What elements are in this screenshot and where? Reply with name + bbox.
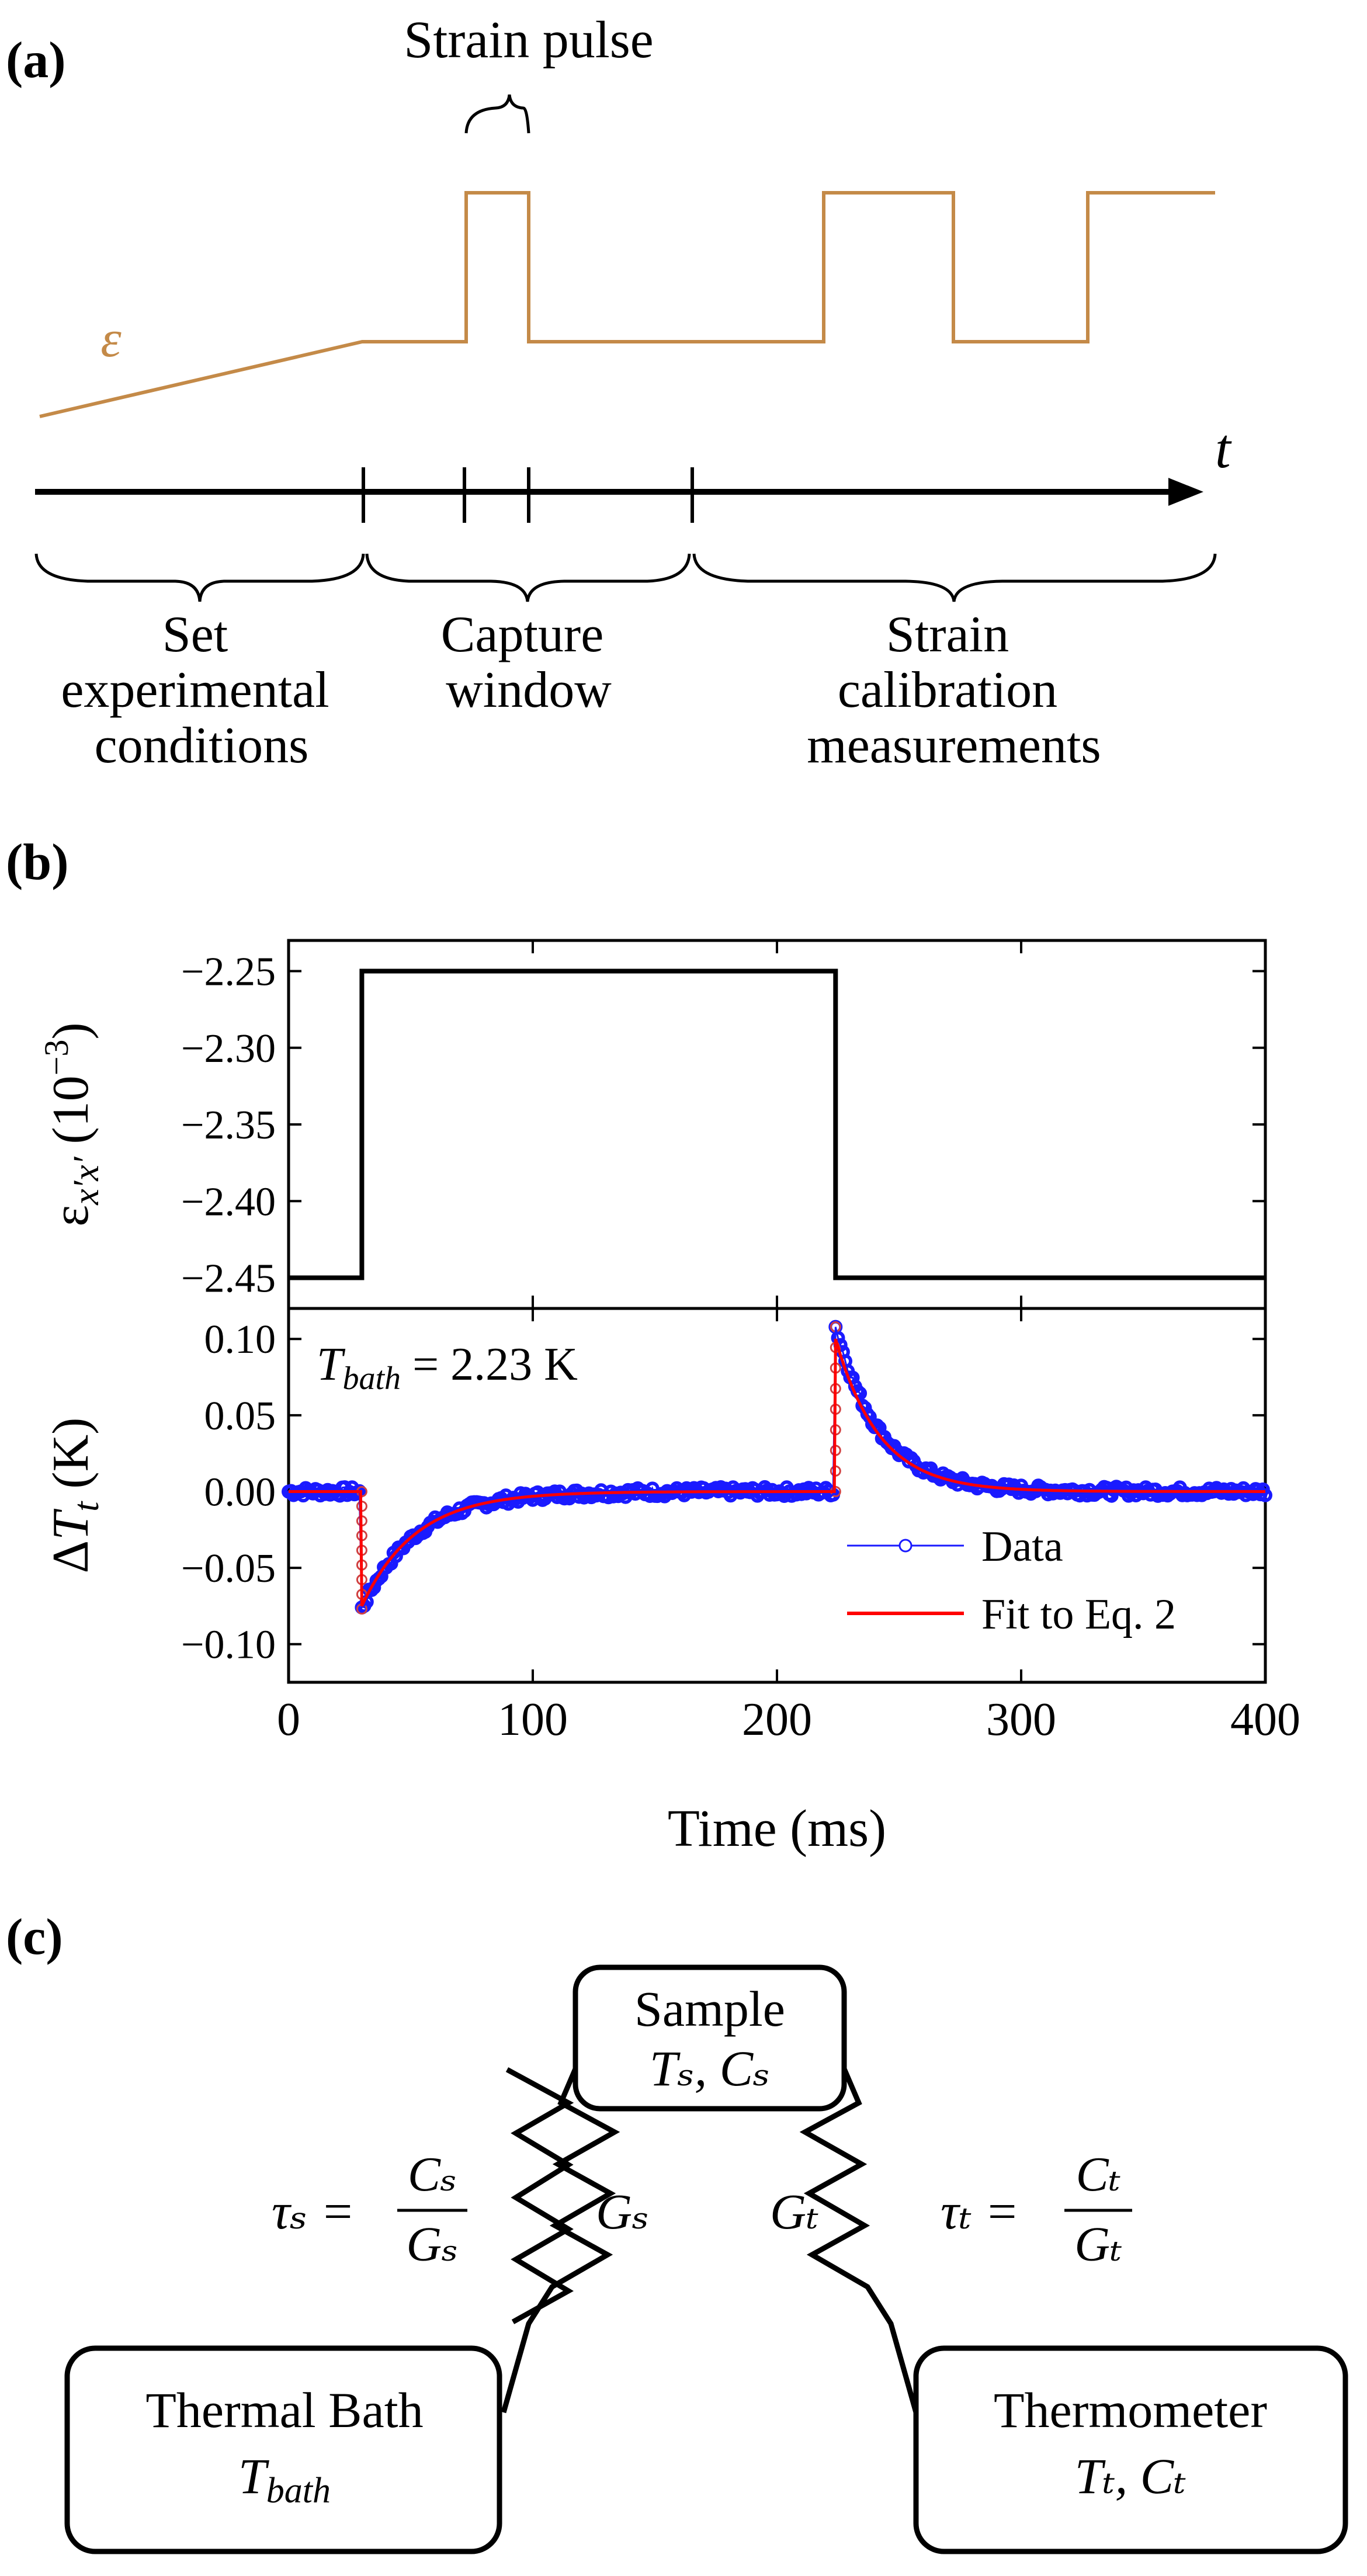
tau-s-lhs: τₛ = — [272, 2183, 355, 2240]
phase-1-line-1: Set — [162, 606, 228, 663]
temperature-plot-ticks: 0.10 0.05 0.00 −0.05 −0.100 100 200 300 400 — [181, 1308, 1300, 1745]
phase-calibration-text: Strain calibration measurements — [807, 606, 1101, 774]
annotation-subscript: bath — [343, 1360, 401, 1397]
strain-plot-ticks: −2.25 −2.30 −2.35 −2.40 −2.45 — [181, 940, 1267, 1308]
strain-step-trace — [289, 968, 1265, 1280]
thermometer-title: Thermometer — [994, 2382, 1267, 2438]
legend: Data Fit to Eq. 2 — [847, 1523, 1176, 1638]
sample-bath-link — [501, 2061, 620, 2414]
tau-t-formula: τₜ = Cₜ Gₜ — [941, 2147, 1132, 2272]
sample-bath-link-zigzag — [505, 2067, 574, 2324]
annotation-symbol: T — [317, 1339, 346, 1390]
temp-xtick-label: 200 — [742, 1694, 812, 1745]
strain-pulse-brace — [464, 94, 530, 134]
tau-s-denominator: Gₛ — [407, 2217, 459, 2272]
strain-ytick-label: −2.45 — [181, 1256, 276, 1301]
panel-c-label: (c) — [6, 1909, 63, 1966]
bath-temperature-annotation: Tbath = 2.23 K — [317, 1339, 578, 1397]
strain-pulse-label: Strain pulse — [404, 11, 653, 69]
temp-xtick-label: 300 — [986, 1694, 1056, 1745]
temp-ytick-label: −0.05 — [181, 1546, 276, 1591]
sample-thermometer-link — [799, 2061, 919, 2414]
legend-data-marker — [898, 1539, 913, 1553]
bath-title: Thermal Bath — [145, 2382, 423, 2438]
time-axis-arrowhead — [1168, 478, 1203, 506]
thermometer-params: Tₜ, Cₜ — [1075, 2448, 1186, 2504]
phase-1-line-2: experimental — [61, 662, 329, 718]
strain-ytick-label: −2.40 — [181, 1179, 276, 1224]
temp-xtick-label: 400 — [1230, 1694, 1300, 1745]
G-s-label: Gₛ — [596, 2183, 649, 2240]
bath-box — [64, 2345, 502, 2554]
panel-a-label: (a) — [6, 32, 66, 89]
phase-2-line-1: Capture — [441, 606, 604, 663]
phase-2-line-2: window — [446, 662, 612, 718]
legend-data-label: Data — [981, 1523, 1063, 1571]
legend-fit-label: Fit to Eq. 2 — [981, 1591, 1176, 1638]
x-axis-label: Time (ms) — [668, 1800, 886, 1858]
thermometer-box — [913, 2345, 1348, 2554]
temp-ytick-label: 0.05 — [204, 1394, 276, 1439]
phase-set-conditions-text: Set experimental conditions — [61, 606, 342, 774]
strain-plot: −2.25 −2.30 −2.35 −2.40 −2.45 εx′x′ (10−3) — [37, 939, 1267, 1310]
annotation-value: = 2.23 K — [401, 1339, 578, 1390]
phase-3-line-1: Strain — [886, 606, 1009, 663]
tau-t-numerator: Cₜ — [1076, 2147, 1121, 2202]
brace-set-conditions — [34, 553, 365, 602]
epsilon-label: ε — [100, 310, 122, 368]
thermometer-node: Thermometer Tₜ, Cₜ — [913, 2345, 1348, 2554]
temp-xtick-label: 100 — [498, 1694, 568, 1745]
phase-capture-window-text: Capture window — [441, 606, 617, 718]
tau-s-formula: τₛ = Cₛ Gₛ — [272, 2147, 467, 2272]
bath-params: Tbath — [238, 2448, 331, 2511]
phase-3-line-2: calibration — [838, 662, 1057, 718]
strain-trace — [39, 191, 1215, 418]
tau-s-numerator: Cₛ — [408, 2147, 457, 2202]
bath-param-symbol: T — [238, 2448, 269, 2504]
panel-b-label: (b) — [6, 834, 69, 891]
fit-line — [289, 1338, 1265, 1607]
sample-node: Sample Tₛ, Cₛ — [573, 1964, 847, 2112]
strain-y-axis-label: εx′x′ (10−3) — [37, 1022, 106, 1226]
temp-xtick-label: 0 — [277, 1694, 300, 1745]
bath-node: Thermal Bath Tbath — [64, 2345, 502, 2554]
bath-param-index: bath — [266, 2471, 331, 2511]
tau-t-denominator: Gₜ — [1074, 2217, 1122, 2272]
temperature-y-axis-label: ΔTt (K) — [43, 1418, 106, 1574]
strain-ytick-label: −2.35 — [181, 1103, 276, 1148]
strain-ytick-label: −2.30 — [181, 1026, 276, 1071]
time-axis-t-label: t — [1215, 417, 1232, 480]
temp-ytick-label: −0.10 — [181, 1623, 276, 1668]
sample-box — [573, 1964, 847, 2112]
strain-plot-frame — [287, 939, 1267, 1310]
brace-calibration — [692, 553, 1217, 602]
sample-title: Sample — [634, 1981, 785, 2037]
temperature-plot: 0.10 0.05 0.00 −0.05 −0.100 100 200 300 400 Tbat… — [43, 1307, 1300, 1858]
temp-ytick-label: 0.00 — [204, 1470, 276, 1515]
G-t-label: Gₜ — [770, 2183, 818, 2240]
phase-3-line-3: measurements — [807, 717, 1101, 774]
sample-params: Tₛ, Cₛ — [650, 2040, 770, 2096]
brace-capture-window — [365, 553, 691, 602]
temp-ytick-label: 0.10 — [204, 1317, 276, 1362]
strain-ytick-label: −2.25 — [181, 950, 276, 995]
tau-t-lhs: τₜ = — [941, 2183, 1019, 2240]
phase-1-line-3: conditions — [95, 717, 309, 774]
